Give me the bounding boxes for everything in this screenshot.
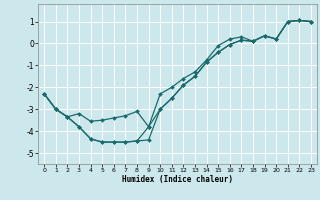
X-axis label: Humidex (Indice chaleur): Humidex (Indice chaleur)	[122, 175, 233, 184]
